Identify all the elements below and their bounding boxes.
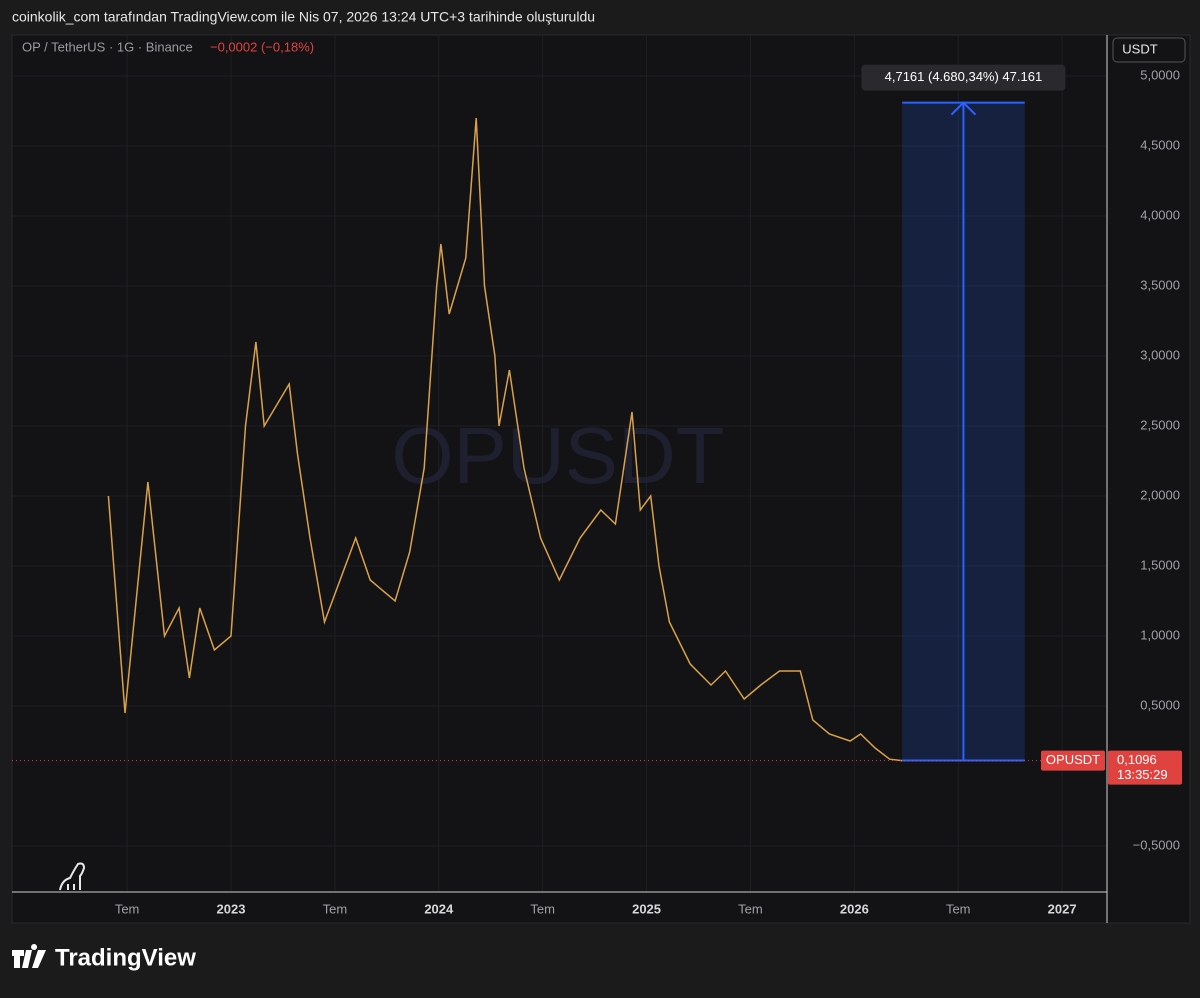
- measure-arrowhead: [950, 101, 977, 116]
- x-tick-label: Tem: [530, 901, 555, 916]
- y-tick-label: 2,0000: [1140, 487, 1180, 502]
- measure-label: 4,7161 (4.680,34%) 47.161: [885, 69, 1043, 84]
- x-tick-label: Tem: [323, 901, 348, 916]
- symbol-title: OP / TetherUS · 1G · Binance: [22, 39, 193, 54]
- price-tag-countdown: 13:35:29: [1117, 767, 1168, 782]
- currency-button[interactable]: [1112, 37, 1186, 63]
- y-tick-label: 1,0000: [1140, 627, 1180, 642]
- y-tick-label: 4,5000: [1140, 137, 1180, 152]
- x-tick-label: 2026: [840, 901, 869, 916]
- price-line: [107, 117, 903, 762]
- x-tick-label: 2024: [424, 901, 454, 916]
- x-tick-label: Tem: [115, 901, 140, 916]
- x-tick-label: 2023: [217, 901, 246, 916]
- chart-panel: [11, 34, 1191, 924]
- measure-label-box: [861, 64, 1066, 91]
- footer-brand: TradingView: [55, 944, 196, 971]
- symbol-tag: [1041, 750, 1105, 771]
- x-tick-label: 2025: [632, 901, 661, 916]
- x-tick-label: Tem: [946, 901, 971, 916]
- logo-mark: [59, 862, 86, 891]
- price-tag: [1108, 750, 1182, 785]
- price-tag-value: 0,1096: [1117, 752, 1157, 767]
- y-tick-label: 1,5000: [1140, 557, 1180, 572]
- watermark: OPUSDT: [391, 411, 724, 500]
- currency[interactable]: USDT: [1122, 41, 1157, 56]
- x-tick-label: 2027: [1048, 901, 1077, 916]
- x-tick-label: Tem: [738, 901, 763, 916]
- header: coinkolik_com tarafından TradingView.com…: [12, 9, 595, 25]
- y-tick-label: 3,0000: [1140, 347, 1180, 362]
- symbol-tag-text: OPUSDT: [1046, 752, 1100, 767]
- y-tick-label: 5,0000: [1140, 67, 1180, 82]
- y-tick-label: −0,5000: [1133, 837, 1180, 852]
- y-tick-label: 3,5000: [1140, 277, 1180, 292]
- y-tick-label: 2,5000: [1140, 417, 1180, 432]
- y-tick-label: 0,5000: [1140, 697, 1180, 712]
- y-tick-label: 4,0000: [1140, 207, 1180, 222]
- change: −0,0002 (−0,18%): [210, 39, 314, 54]
- footer-logo: [12, 944, 46, 968]
